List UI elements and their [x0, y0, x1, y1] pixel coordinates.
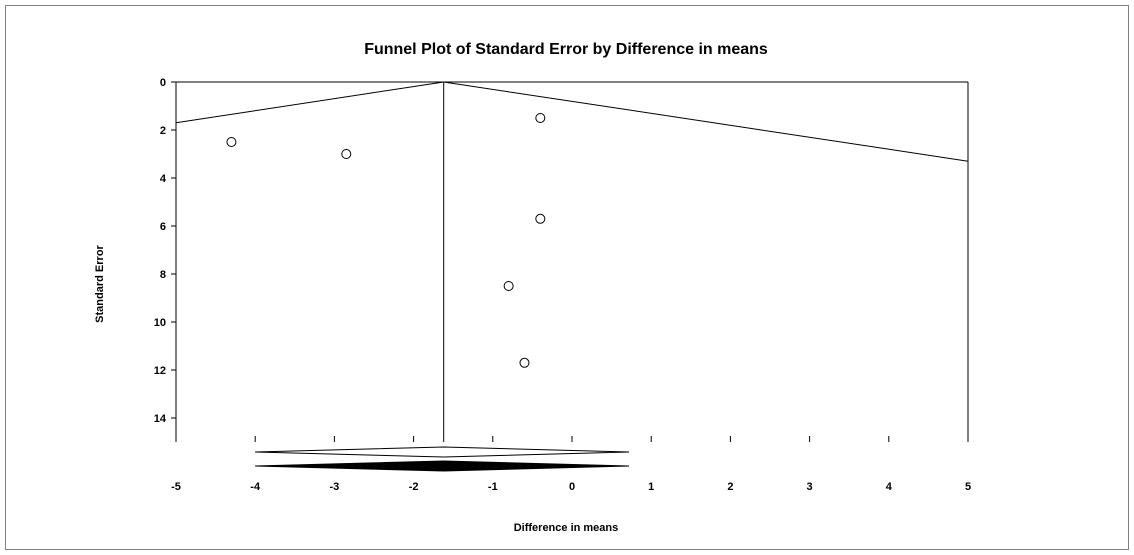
y-tick-label-2: 2: [160, 125, 166, 137]
data-point-2: [341, 149, 352, 159]
y-tick-label-12: 12: [154, 365, 166, 377]
x-tick-label-3: 3: [807, 481, 813, 493]
summary-diamond-1: [255, 446, 630, 458]
x-tick-label-2: 2: [727, 481, 733, 493]
x-tick-label--2: -2: [409, 481, 419, 493]
y-tick-label-14: 14: [154, 413, 167, 425]
x-tick-label-0: 0: [569, 481, 575, 493]
x-tick-label--5: -5: [171, 481, 181, 493]
funnel-right-line: [443, 81, 969, 162]
funnel-left-line: [175, 81, 444, 124]
y-tick-label-4: 4: [160, 173, 167, 185]
chart-frame: [5, 5, 1129, 550]
y-tick-label-6: 6: [160, 221, 166, 233]
x-tick-label-4: 4: [886, 481, 893, 493]
chart-title: Funnel Plot of Standard Error by Differe…: [364, 41, 768, 58]
y-tick-label-10: 10: [154, 317, 166, 329]
summary-diamond-2: [255, 460, 630, 472]
data-point-6: [519, 357, 530, 368]
data-point-1: [226, 137, 237, 147]
data-point-4: [535, 213, 546, 224]
x-axis-label: Difference in means: [514, 522, 619, 534]
x-tick-label-1: 1: [648, 481, 654, 493]
y-tick-label-0: 0: [160, 77, 166, 89]
data-point-3: [535, 113, 546, 123]
y-axis-label: Standard Error: [94, 244, 106, 322]
x-tick-label-5: 5: [965, 481, 971, 493]
y-tick-label-8: 8: [160, 269, 166, 281]
x-tick-label--1: -1: [488, 481, 498, 493]
data-point-5: [503, 281, 514, 291]
x-tick-label--3: -3: [330, 481, 340, 493]
x-tick-label--4: -4: [250, 481, 261, 493]
